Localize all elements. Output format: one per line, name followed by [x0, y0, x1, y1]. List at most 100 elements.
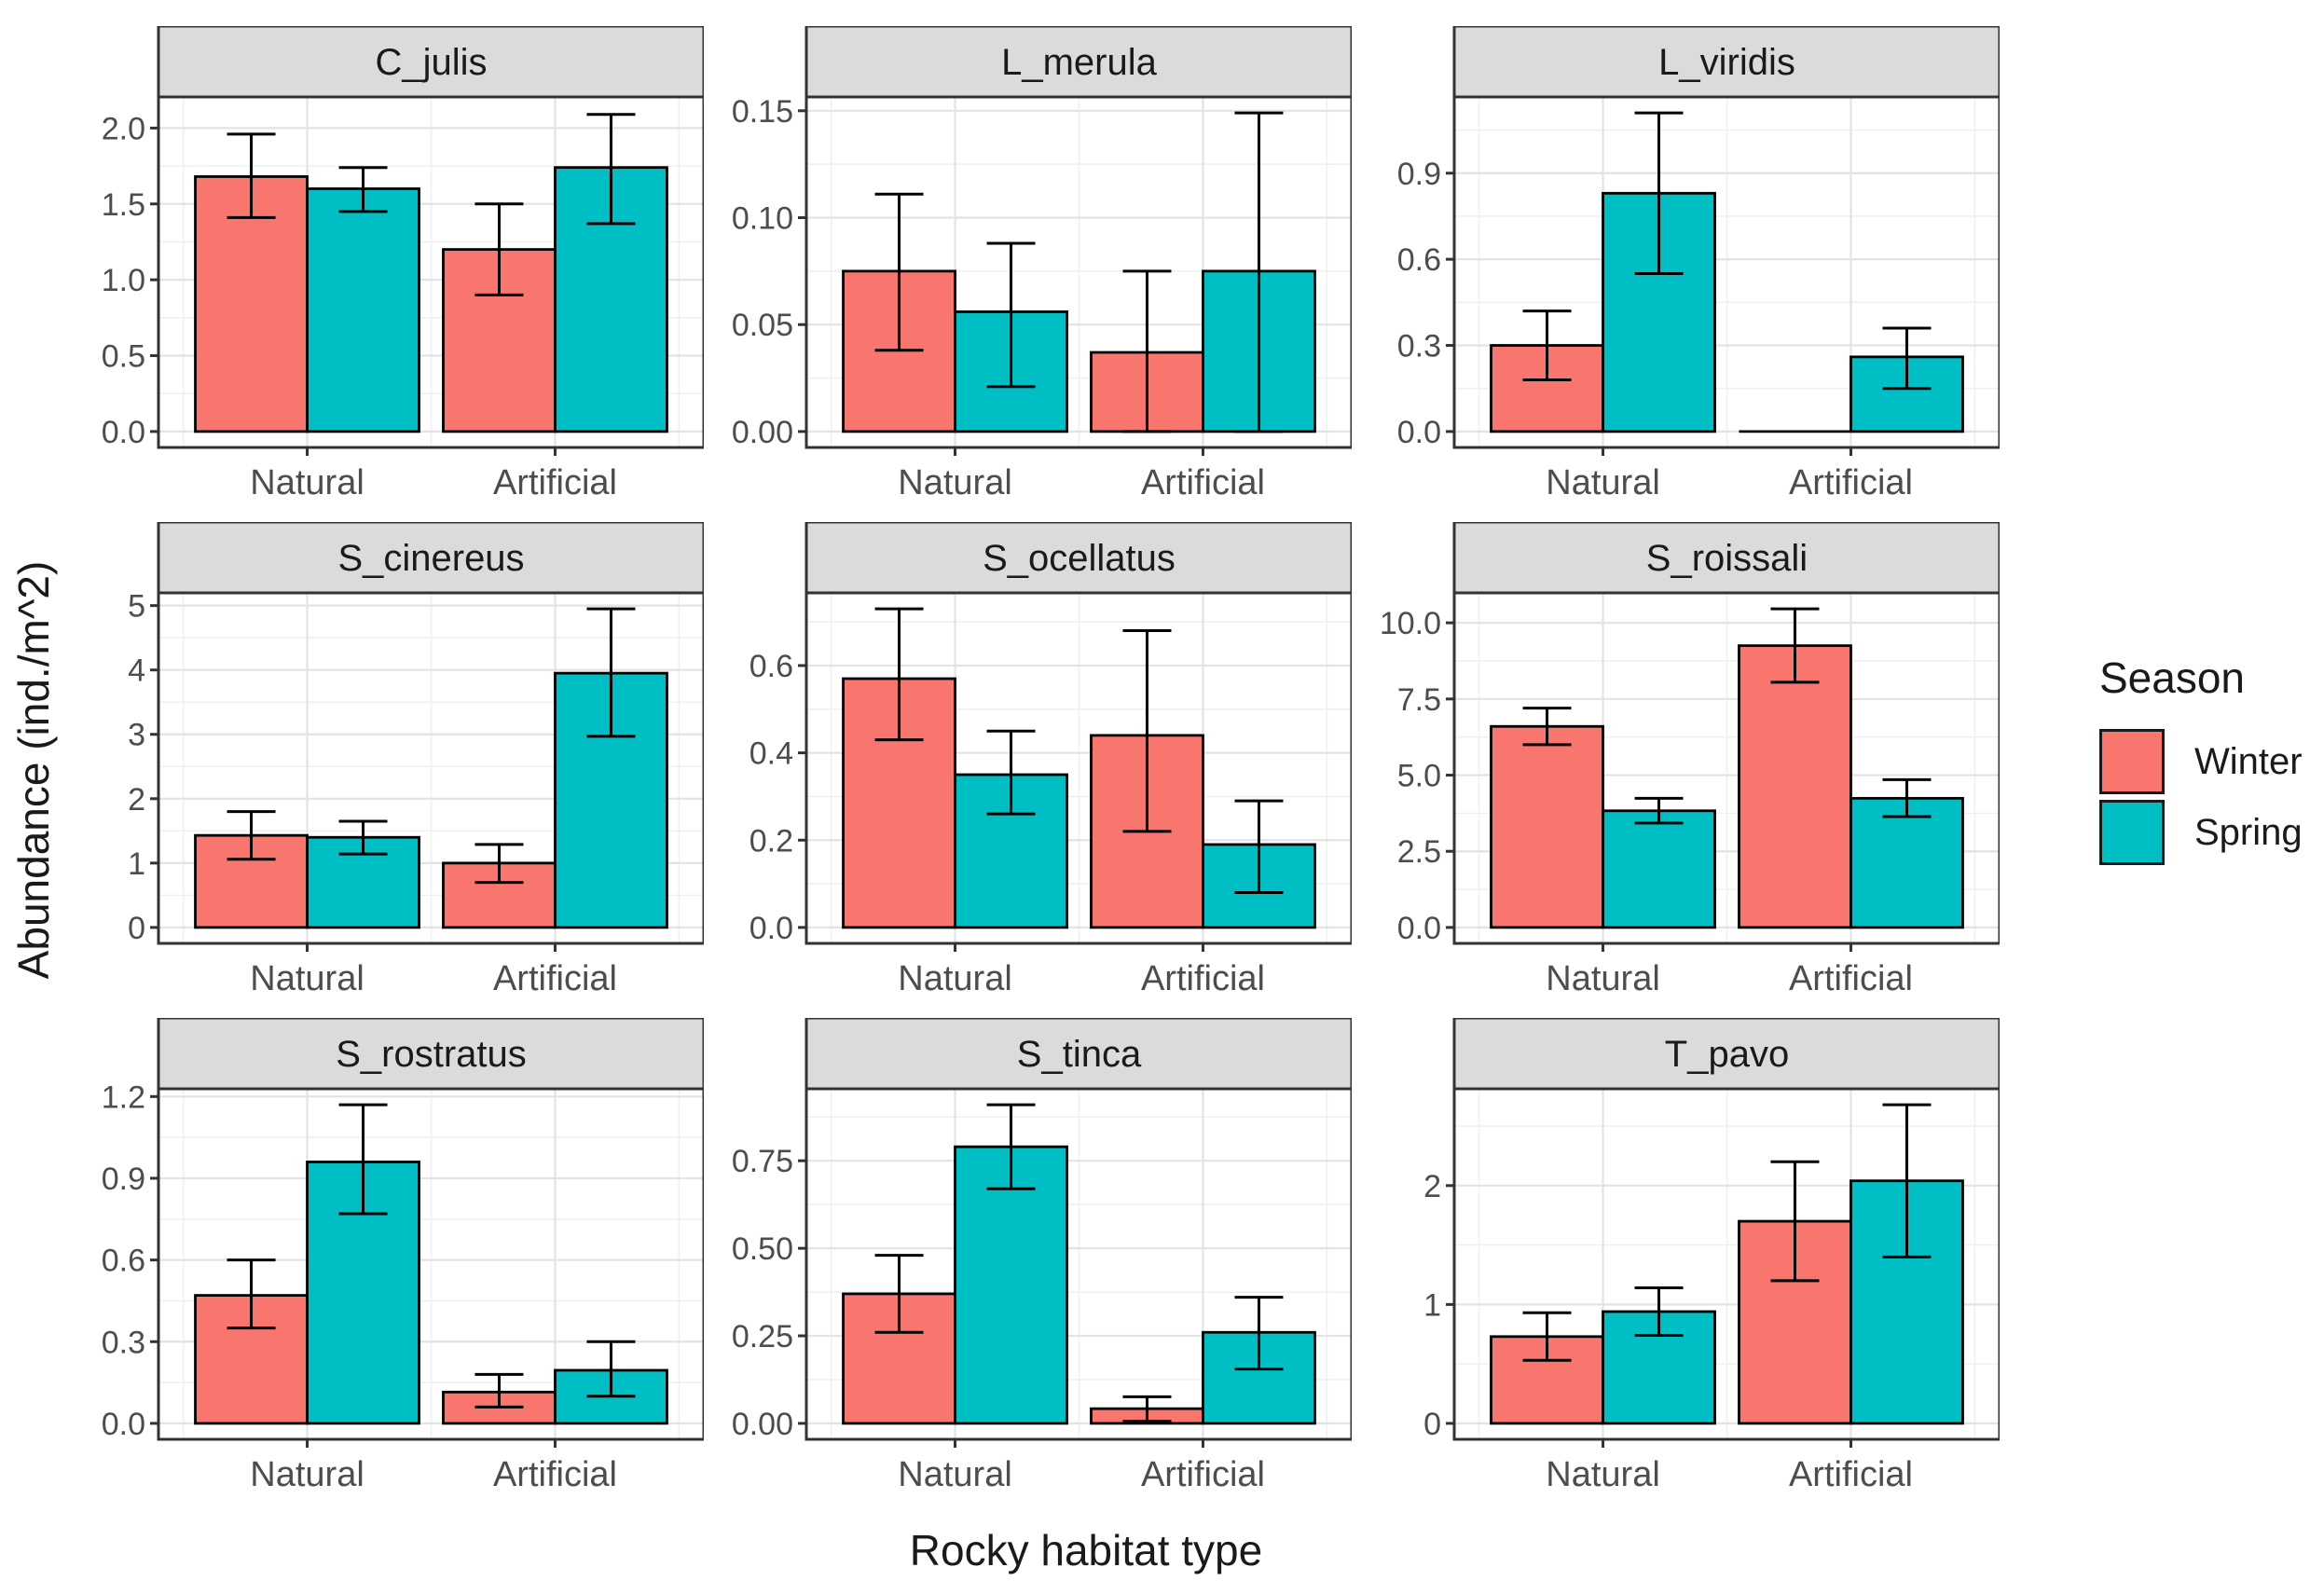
facet-title: L_viridis: [1658, 42, 1795, 83]
y-tick-label: 0.5: [102, 339, 145, 375]
legend-item-winter: Winter: [2099, 729, 2323, 794]
y-tick-label: 0.3: [1397, 329, 1441, 364]
facet-strip: [804, 24, 1354, 99]
y-tick-label: 0.05: [732, 308, 793, 343]
y-axis-title: Abundance (ind./m^2): [9, 560, 58, 980]
facet-strip: [1452, 1016, 2001, 1091]
errorbar-winter-natural: [1522, 309, 1572, 381]
facet-S_rostratus: S_rostratus 0.0 0.3 0.6 0.9 1.2 Natural Artific…: [102, 1016, 706, 1494]
errorbar-winter-artificial: [1122, 269, 1172, 433]
y-tick-label: 0.00: [732, 1407, 793, 1442]
errorbar-winter-natural: [1522, 707, 1572, 747]
legend-label-spring: Spring: [2194, 811, 2303, 853]
y-tick-label: 0.10: [732, 201, 793, 237]
y-tick-label: 0.15: [732, 94, 793, 130]
errorbar-winter-artificial: [474, 1372, 524, 1409]
x-category-label: Artificial: [493, 463, 617, 502]
facets-grid: C_julis 0.0 0.5 1.0 1.5 2.0 Natural Artificial L…: [56, 24, 2001, 1514]
y-tick-label: 0.75: [732, 1144, 793, 1179]
y-tick-label: 0.2: [749, 823, 793, 859]
facet-title: S_ocellatus: [983, 538, 1176, 579]
facet-strip: [157, 1016, 706, 1091]
x-category-label: Artificial: [493, 1455, 617, 1494]
y-tick-label: 2.5: [1397, 834, 1441, 870]
facet-cell-S_ocellatus: S_ocellatus 0.0 0.2 0.4 0.6 Natural Artificial: [704, 520, 1354, 1018]
x-axis-title: Rocky habitat type: [909, 1526, 1263, 1574]
winter-swatch: [2099, 729, 2165, 794]
facet-title: L_merula: [1001, 42, 1158, 83]
errorbar-winter-artificial: [474, 843, 524, 885]
facet-title: S_cinereus: [337, 538, 524, 579]
errorbar-spring-artificial: [1234, 111, 1284, 433]
facet-cell-S_cinereus: S_cinereus 0 1 2 3 4 5 Natural Artificial: [56, 520, 706, 1018]
bar-spring-artificial: [1850, 796, 1964, 929]
facet-S_tinca: S_tinca 0.00 0.25 0.50 0.75 Natural Artificial: [732, 1016, 1354, 1494]
y-tick-label: 0.6: [102, 1244, 145, 1279]
facet-L_merula: L_merula 0.00 0.05 0.10 0.15 Natural Artificia…: [732, 24, 1354, 502]
bar-spring-natural: [1602, 809, 1716, 929]
x-category-label: Natural: [1546, 463, 1660, 502]
errorbar-spring-natural: [338, 1103, 388, 1216]
errorbar-winter-artificial: [1122, 1395, 1172, 1423]
y-tick-label: 0.4: [749, 736, 793, 772]
errorbar-spring-artificial: [586, 113, 636, 226]
x-category-label: Artificial: [1789, 959, 1913, 998]
facet-L_viridis: L_viridis 0.0 0.3 0.6 0.9 Natural Artificial: [1397, 24, 2001, 502]
errorbar-spring-artificial: [1882, 326, 1932, 391]
errorbar-spring-artificial: [1882, 1103, 1932, 1258]
bar-winter-artificial: [1738, 644, 1852, 929]
errorbar-winter-natural: [874, 192, 924, 352]
facet-cell-L_viridis: L_viridis 0.0 0.3 0.6 0.9 Natural Artificial: [1352, 24, 2001, 522]
errorbar-spring-artificial: [1234, 1296, 1284, 1371]
facet-title: S_rostratus: [336, 1034, 527, 1075]
facet-title: S_tinca: [1017, 1034, 1142, 1075]
y-tick-label: 0: [128, 911, 145, 946]
errorbar-spring-natural: [986, 729, 1036, 816]
errorbar-spring-artificial: [1234, 799, 1284, 894]
errorbar-spring-artificial: [586, 1340, 636, 1398]
facet-title: T_pavo: [1665, 1034, 1789, 1075]
y-tick-label: 1: [1423, 1287, 1441, 1323]
errorbar-winter-natural: [227, 810, 276, 861]
legend-item-spring: Spring: [2099, 800, 2323, 865]
y-tick-label: 0.25: [732, 1319, 793, 1354]
x-category-label: Natural: [250, 1455, 364, 1494]
y-tick-label: 5.0: [1397, 759, 1441, 794]
facet-cell-C_julis: C_julis 0.0 0.5 1.0 1.5 2.0 Natural Artificial: [56, 24, 706, 522]
x-category-label: Artificial: [1141, 1455, 1265, 1494]
errorbar-winter-artificial: [1122, 629, 1172, 833]
facet-S_ocellatus: S_ocellatus 0.0 0.2 0.4 0.6 Natural Artificial: [749, 520, 1354, 998]
errorbar-spring-natural: [986, 1103, 1036, 1190]
facet-title: S_roissali: [1646, 538, 1808, 579]
y-tick-label: 2: [1423, 1169, 1441, 1204]
errorbar-spring-natural: [986, 241, 1036, 389]
legend-title: Season: [2099, 653, 2246, 702]
spring-swatch: [2099, 800, 2165, 865]
errorbar-winter-natural: [874, 1254, 924, 1334]
x-category-label: Natural: [1546, 959, 1660, 998]
legend-label-winter: Winter: [2194, 740, 2303, 782]
facet-S_roissali: S_roissali 0.0 2.5 5.0 7.5 10.0 Natural Artific…: [1380, 520, 2001, 998]
x-category-label: Natural: [1546, 1455, 1660, 1494]
x-category-label: Natural: [898, 463, 1012, 502]
y-tick-label: 2.0: [102, 111, 145, 146]
facet-T_pavo: T_pavo 0 1 2 Natural Artificial: [1423, 1016, 2001, 1494]
errorbar-spring-artificial: [586, 607, 636, 738]
x-category-label: Artificial: [1141, 463, 1265, 502]
facet-cell-S_tinca: S_tinca 0.00 0.25 0.50 0.75 Natural Artificial: [704, 1016, 1354, 1514]
facet-cell-T_pavo: T_pavo 0 1 2 Natural Artificial: [1352, 1016, 2001, 1514]
facet-cell-S_rostratus: S_rostratus 0.0 0.3 0.6 0.9 1.2 Natural Artific…: [56, 1016, 706, 1514]
y-tick-label: 4: [128, 653, 145, 689]
y-tick-label: 0.0: [102, 415, 145, 450]
y-tick-label: 0.0: [749, 911, 793, 946]
x-category-label: Natural: [250, 959, 364, 998]
y-tick-label: 0.0: [102, 1407, 145, 1442]
y-tick-label: 0.3: [102, 1325, 145, 1360]
facet-cell-S_roissali: S_roissali 0.0 2.5 5.0 7.5 10.0 Natural Artific…: [1352, 520, 2001, 1018]
errorbar-winter-natural: [1522, 1311, 1572, 1362]
y-tick-label: 5: [128, 589, 145, 625]
y-tick-label: 1.2: [102, 1079, 145, 1115]
y-tick-label: 0.6: [749, 649, 793, 684]
y-tick-label: 1.5: [102, 187, 145, 223]
